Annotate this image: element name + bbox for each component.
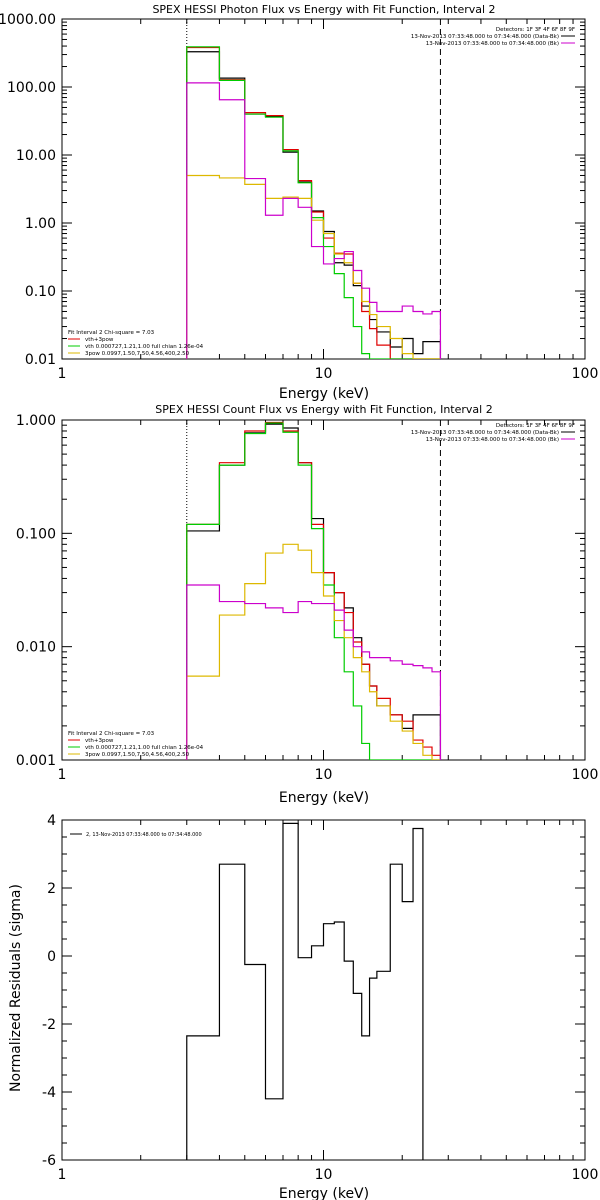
x-tick-labels: 1 10 100	[58, 1167, 599, 1183]
residuals-panel: 4 2 0 -2 -4 -6 1 10 100 Energy (keV) Normalized…	[8, 813, 598, 1200]
y-tick-label: 0.10	[25, 284, 56, 300]
plot-area	[61, 819, 586, 1161]
plot-frame	[61, 18, 586, 360]
series-line-3	[186, 543, 441, 760]
x-tick-label: 1	[58, 1167, 67, 1183]
y-tick-labels: 1.000 0.100 0.010 0.001	[16, 413, 56, 769]
legend-bottom-left: Fit Interval 2 Chi-square = 7.03 vth+3po…	[68, 330, 204, 357]
y-tick-label: 0	[47, 949, 56, 965]
x-tick-label: 10	[315, 767, 333, 783]
series-line-1	[186, 46, 441, 359]
plot-area	[61, 18, 586, 360]
x-tick-label: 100	[572, 366, 599, 382]
series-line-3	[186, 174, 441, 359]
series-line-1	[186, 421, 442, 760]
series-line-4	[186, 584, 442, 760]
series-line-4	[186, 82, 442, 359]
legend-entry-bk: 13-Nov-2013 07:33:48.000 to 07:34:48.000…	[426, 41, 559, 47]
series-line-0	[186, 51, 442, 359]
legend-entry-vth: vth 0.000727,1.21,1.00 full chian 1.26e-…	[85, 344, 204, 350]
fit-interval-label: Fit Interval 2 Chi-square = 7.03	[68, 731, 155, 737]
x-axis-label: Energy (keV)	[279, 1186, 369, 1200]
legend-top-right: Detectors: 1F 3F 4F 6F 8F 9F 13-Nov-2013…	[411, 423, 575, 443]
y-axis-label: Normalized Residuals (sigma)	[8, 884, 24, 1092]
legend-entry-data-bk: 13-Nov-2013 07:33:48.000 to 07:34:48.000…	[411, 430, 559, 436]
x-tick-label: 100	[572, 1167, 599, 1183]
y-tick-label: 1.00	[25, 216, 56, 232]
fit-interval-label: Fit Interval 2 Chi-square = 7.03	[68, 330, 155, 336]
legend-entry-data-bk: 13-Nov-2013 07:33:48.000 to 07:34:48.000…	[411, 34, 559, 40]
legend-entry-bk: 13-Nov-2013 07:33:48.000 to 07:34:48.000…	[426, 437, 559, 443]
panel-title: SPEX HESSI Count Flux vs Energy with Fit…	[155, 403, 492, 416]
y-tick-label: 0.01	[25, 352, 56, 368]
y-tick-labels: 4 2 0 -2 -4 -6	[42, 813, 56, 1169]
y-tick-label: 2	[47, 881, 56, 897]
detectors-label: Detectors: 1F 3F 4F 6F 8F 9F	[496, 27, 575, 33]
x-axis-label: Energy (keV)	[279, 386, 369, 402]
legend-entry-vth-3pow: vth+3pow	[85, 738, 114, 744]
panel-title: SPEX HESSI Photon Flux vs Energy with Fi…	[152, 3, 495, 16]
plot-frame	[61, 819, 586, 1161]
y-tick-label: -6	[42, 1153, 56, 1169]
y-tick-label: -4	[42, 1085, 56, 1101]
plot-area	[61, 419, 586, 761]
series-line-2	[186, 46, 441, 359]
legend: 2, 13-Nov-2013 07:33:48.000 to 07:34:48.…	[70, 832, 202, 838]
series-line-2	[186, 422, 441, 760]
series-line-0	[186, 423, 442, 760]
series-line-0	[186, 822, 424, 1160]
y-tick-label: 10.00	[16, 148, 56, 164]
x-tick-label: 100	[572, 767, 599, 783]
x-axis-label: Energy (keV)	[279, 790, 369, 806]
x-tick-label: 10	[315, 1167, 333, 1183]
legend-entry-3pow: 3pow 0.0997,1.50,7.50,4.56,400,2.50	[85, 752, 190, 758]
count-flux-panel: SPEX HESSI Count Flux vs Energy with Fit…	[16, 403, 598, 806]
y-tick-labels: 1000.00 100.00 10.00 1.00 0.10 0.01	[0, 12, 56, 368]
legend-entry-vth: vth 0.000727,1.21,1.00 full chian 1.26e-…	[85, 745, 204, 751]
x-tick-label: 1	[58, 366, 67, 382]
y-tick-label: 1.000	[16, 413, 56, 429]
x-tick-label: 1	[58, 767, 67, 783]
x-tick-label: 10	[315, 366, 333, 382]
y-tick-label: 1000.00	[0, 12, 56, 28]
y-tick-label: -2	[42, 1017, 56, 1033]
y-tick-label: 100.00	[7, 80, 56, 96]
legend-entry: 2, 13-Nov-2013 07:33:48.000 to 07:34:48.…	[86, 832, 202, 838]
x-tick-labels: 1 10 100	[58, 366, 599, 382]
y-tick-label: 0.001	[16, 753, 56, 769]
y-tick-label: 0.010	[16, 640, 56, 656]
y-tick-label: 0.100	[16, 526, 56, 542]
y-tick-label: 4	[47, 813, 56, 829]
detectors-label: Detectors: 1F 3F 4F 6F 8F 9F	[496, 423, 575, 429]
legend-bottom-left: Fit Interval 2 Chi-square = 7.03 vth+3po…	[68, 731, 204, 758]
photon-flux-panel: SPEX HESSI Photon Flux vs Energy with Fi…	[0, 3, 598, 402]
legend-top-right: Detectors: 1F 3F 4F 6F 8F 9F 13-Nov-2013…	[411, 27, 575, 47]
legend-entry-vth-3pow: vth+3pow	[85, 337, 114, 343]
x-tick-labels: 1 10 100	[58, 767, 599, 783]
legend-entry-3pow: 3pow 0.0997,1.50,7.50,4.56,400,2.50	[85, 351, 190, 357]
